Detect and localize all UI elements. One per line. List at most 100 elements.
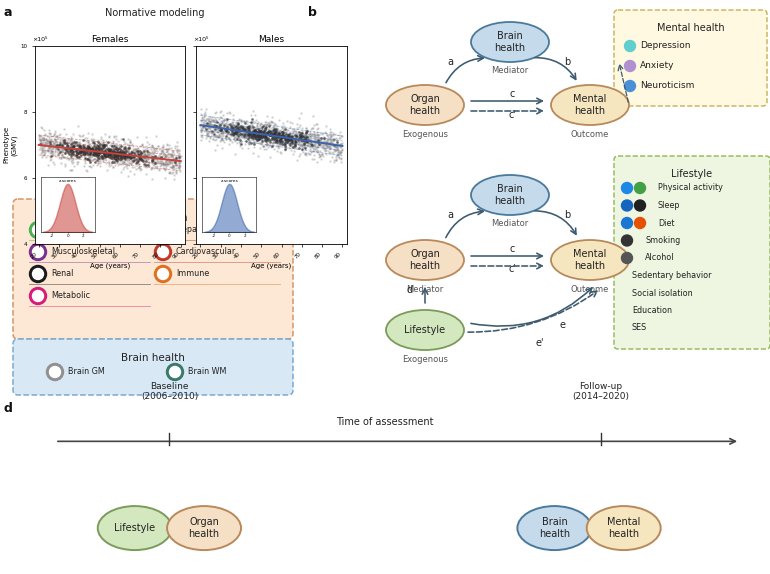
- Point: [141, 144, 153, 153]
- Point: [163, 156, 176, 165]
- Point: [256, 125, 268, 134]
- Point: [293, 137, 306, 146]
- Point: [82, 139, 95, 149]
- Point: [147, 161, 159, 170]
- Point: [108, 149, 120, 158]
- Point: [92, 150, 104, 160]
- Point: [203, 117, 216, 126]
- Point: [71, 151, 83, 160]
- Point: [166, 158, 178, 167]
- Text: Organ
health: Organ health: [410, 249, 440, 271]
- Point: [109, 156, 122, 165]
- Point: [289, 144, 301, 153]
- Point: [65, 141, 78, 150]
- Point: [78, 161, 90, 170]
- Point: [221, 125, 233, 134]
- Point: [159, 173, 171, 183]
- Point: [260, 129, 273, 138]
- Point: [308, 136, 320, 145]
- Text: Metabolic: Metabolic: [51, 292, 90, 301]
- Point: [270, 131, 282, 141]
- Point: [236, 132, 249, 141]
- Point: [271, 135, 283, 144]
- Point: [69, 142, 81, 151]
- Point: [115, 155, 127, 164]
- Point: [116, 145, 129, 154]
- Point: [263, 127, 276, 136]
- Point: [226, 123, 238, 132]
- Point: [220, 125, 233, 134]
- Point: [49, 128, 61, 137]
- Point: [128, 146, 140, 156]
- Point: [122, 151, 135, 160]
- Point: [89, 157, 101, 166]
- Point: [271, 130, 283, 139]
- Point: [118, 137, 130, 146]
- Point: [55, 135, 68, 145]
- Point: [86, 143, 99, 152]
- Point: [69, 138, 82, 148]
- Point: [166, 163, 178, 172]
- Point: [103, 153, 116, 162]
- Point: [35, 142, 48, 151]
- Point: [109, 153, 121, 162]
- Point: [293, 121, 306, 130]
- Point: [323, 141, 335, 150]
- Point: [102, 131, 115, 141]
- Point: [149, 152, 162, 161]
- Point: [129, 150, 142, 159]
- Point: [293, 123, 305, 132]
- Point: [243, 129, 255, 138]
- Point: [331, 146, 343, 155]
- Point: [115, 142, 127, 151]
- Point: [159, 158, 172, 168]
- Point: [124, 153, 136, 162]
- Point: [332, 152, 344, 161]
- Point: [57, 135, 69, 145]
- Point: [95, 146, 108, 156]
- Point: [290, 138, 302, 147]
- Point: [293, 133, 305, 142]
- Point: [253, 134, 266, 143]
- Point: [259, 135, 272, 144]
- Point: [303, 138, 315, 148]
- Point: [57, 137, 69, 146]
- Point: [139, 146, 152, 155]
- Point: [132, 157, 144, 166]
- Point: [81, 142, 93, 151]
- Point: [296, 123, 308, 133]
- Point: [129, 155, 142, 164]
- Text: e: e: [560, 320, 566, 330]
- Point: [196, 125, 208, 134]
- Point: [259, 127, 271, 137]
- Point: [253, 143, 266, 152]
- Point: [243, 126, 255, 135]
- Point: [228, 123, 240, 133]
- Point: [209, 117, 221, 126]
- Point: [273, 132, 286, 141]
- Point: [88, 147, 100, 156]
- Point: [224, 127, 236, 137]
- Point: [331, 138, 343, 147]
- Point: [253, 139, 265, 148]
- Point: [119, 153, 131, 162]
- Point: [59, 144, 71, 153]
- Point: [162, 153, 175, 162]
- Point: [89, 155, 102, 164]
- Point: [120, 153, 132, 162]
- Point: [239, 125, 251, 134]
- Point: [218, 115, 230, 125]
- Point: [315, 136, 327, 145]
- Point: [165, 149, 177, 158]
- Point: [55, 144, 68, 153]
- Point: [254, 119, 266, 128]
- Point: [300, 127, 312, 137]
- Point: [156, 154, 169, 163]
- Point: [80, 144, 92, 153]
- Point: [66, 165, 79, 174]
- Point: [97, 141, 109, 150]
- Point: [286, 136, 299, 145]
- Point: [210, 116, 223, 125]
- Point: [97, 138, 109, 148]
- Point: [77, 135, 89, 144]
